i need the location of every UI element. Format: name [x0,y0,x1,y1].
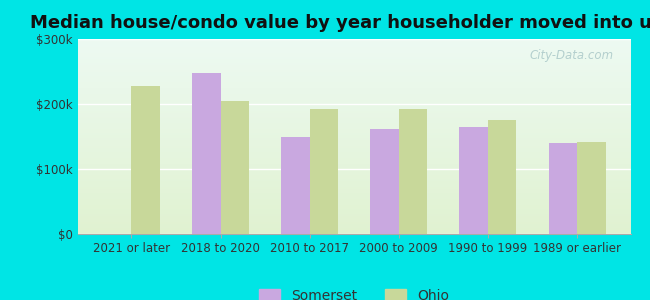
Bar [577,142,606,234]
Bar [370,129,399,234]
Legend: Somerset, Ohio: Somerset, Ohio [254,284,455,300]
Bar [192,73,220,234]
Bar [549,143,577,234]
Bar [281,136,309,234]
Bar [131,86,160,234]
Bar [309,109,338,234]
Bar [488,120,517,234]
Bar [460,127,488,234]
Bar [399,109,427,234]
Title: Median house/condo value by year householder moved into unit: Median house/condo value by year househo… [29,14,650,32]
Bar [220,101,249,234]
Text: City-Data.com: City-Data.com [530,49,614,62]
